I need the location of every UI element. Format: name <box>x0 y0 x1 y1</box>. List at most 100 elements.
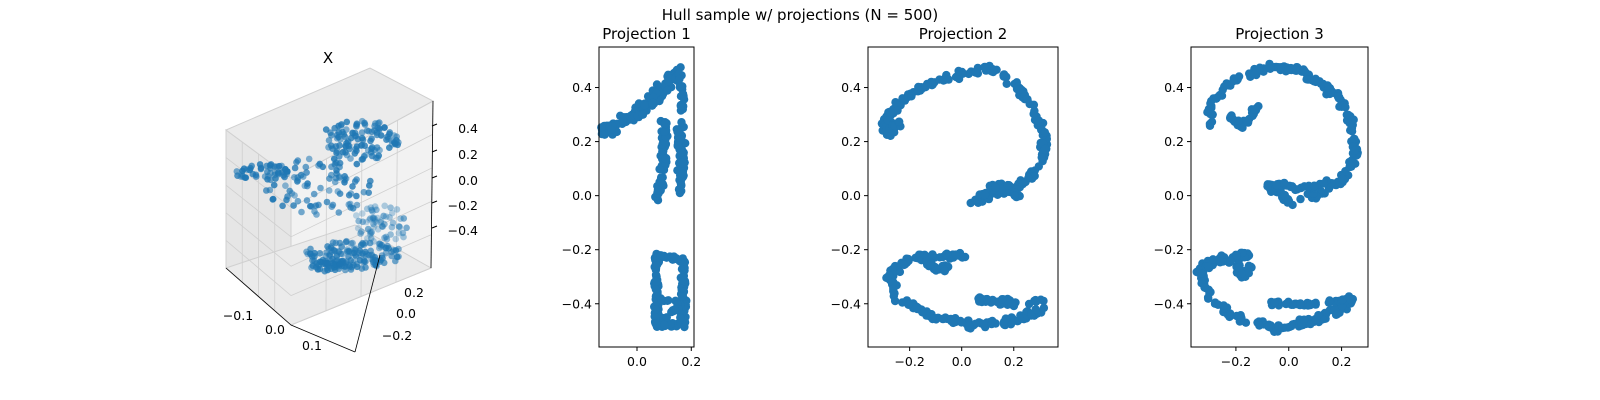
scatter-point <box>652 277 661 287</box>
scatter-point <box>597 123 606 132</box>
scatter-point-3d <box>382 249 390 257</box>
scatter-point <box>1289 300 1298 309</box>
scatter-point-3d <box>378 223 386 230</box>
scatter-point <box>1200 283 1209 292</box>
scatter-point-3d <box>362 239 370 247</box>
scatter-point <box>677 180 686 190</box>
scatter-point <box>653 185 663 195</box>
scatter-point-3d <box>373 131 381 139</box>
x-tick-label: 0.0 <box>627 354 647 369</box>
scatter-point-3d <box>286 187 294 195</box>
y-tick-label: −0.2 <box>831 242 861 257</box>
scatter-point <box>661 160 670 170</box>
scatter-point <box>926 260 936 269</box>
axes-frame <box>867 46 1059 348</box>
scatter-point-3d <box>399 229 407 237</box>
scatter-point <box>1299 315 1309 325</box>
scatter-point-3d <box>339 148 347 156</box>
scatter-point <box>1278 323 1287 333</box>
scatter-point-3d <box>353 212 360 219</box>
scatter-point-3d <box>307 245 314 253</box>
scatter-point-3d <box>332 174 340 182</box>
scatter-point <box>1255 321 1264 330</box>
scatter-point <box>660 320 669 329</box>
scatter-point <box>1310 182 1319 191</box>
scatter-point-3d <box>275 170 282 178</box>
scatter-point-3d <box>381 234 388 242</box>
scatter-point-3d <box>370 223 378 231</box>
scatter-point <box>954 66 963 76</box>
y-tick-label-3d: −0.2 <box>382 328 412 343</box>
y-tick-label-3d: 0.2 <box>404 285 424 300</box>
z-tick-mark <box>431 123 438 127</box>
scatter-point <box>884 271 894 280</box>
scatter-point-3d <box>376 244 383 252</box>
scatter-point-3d <box>345 201 353 208</box>
scatter-point <box>975 297 984 306</box>
scatter-point <box>907 92 916 101</box>
scatter-point-3d <box>392 235 400 243</box>
scatter-point <box>1229 76 1238 86</box>
scatter-point-3d <box>323 198 331 206</box>
scatter-point <box>675 81 685 91</box>
scatter-point-3d <box>343 248 351 255</box>
scatter-point-3d <box>358 156 366 163</box>
scatter-point-3d <box>388 137 395 144</box>
scatter-point <box>1219 301 1228 310</box>
scatter-point-3d <box>403 224 410 232</box>
scatter-point-3d <box>364 225 372 233</box>
y-tick-label: 0.0 <box>841 188 861 203</box>
scatter-point-3d <box>311 208 318 215</box>
scatter-point-3d <box>372 120 379 127</box>
scatter-point <box>913 87 923 96</box>
scatter-point-3d <box>279 202 286 210</box>
scatter-point <box>1208 255 1218 264</box>
scatter-point <box>1203 107 1213 116</box>
x-tick-label: 0.0 <box>1279 354 1299 369</box>
scatter-point-3d <box>343 237 350 245</box>
z-tick-mark <box>431 149 438 153</box>
scatter-point-3d <box>370 220 377 228</box>
scatter-point-3d <box>319 163 327 171</box>
scatter-point <box>678 276 687 285</box>
scatter-point-3d <box>353 123 360 130</box>
y-tick-label: 0.4 <box>572 80 592 95</box>
scatter-point <box>899 260 909 270</box>
scatter-point-3d <box>345 191 353 199</box>
scatter-point-3d <box>252 173 260 180</box>
scatter-point <box>932 264 941 273</box>
scatter-point-3d <box>392 257 399 265</box>
scatter-point <box>651 285 661 294</box>
scatter-point <box>971 68 980 77</box>
scatter-point <box>677 118 686 127</box>
scatter-point <box>1283 66 1293 75</box>
scatter-point-3d <box>351 150 359 157</box>
scatter-point-3d <box>343 118 351 126</box>
y-tick-label: 0.2 <box>841 134 861 149</box>
scatter-point-3d <box>238 171 246 178</box>
z-tick-mark <box>431 175 438 179</box>
scatter-point <box>648 98 657 108</box>
scatter-point-3d <box>351 129 359 137</box>
scatter-point-3d <box>282 182 289 189</box>
scatter-point <box>1222 80 1231 89</box>
scatter-point-3d <box>373 206 380 214</box>
scatter-point-3d <box>316 250 324 257</box>
scatter-point-3d <box>361 257 368 265</box>
scatter-point <box>1212 94 1221 103</box>
z-tick-label: −0.4 <box>448 223 478 238</box>
scatter-point <box>679 95 689 104</box>
scatter-point-3d <box>283 196 290 204</box>
scatter-point-3d <box>336 142 343 149</box>
scatter-point-3d <box>302 163 310 171</box>
scatter-point-3d <box>388 223 396 231</box>
scatter-point <box>1002 79 1011 89</box>
y-tick-label: −0.2 <box>562 242 592 257</box>
scatter-point <box>1264 322 1273 331</box>
scatter-point-3d <box>263 187 270 194</box>
x-tick-label: 0.2 <box>1004 354 1024 369</box>
scatter-point <box>1345 295 1355 304</box>
scatter-point-3d <box>359 250 366 257</box>
scatter-point <box>607 125 616 134</box>
